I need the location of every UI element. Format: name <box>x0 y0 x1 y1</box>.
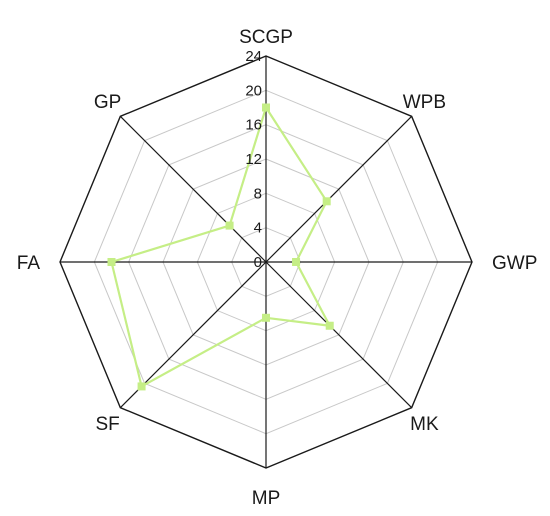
series-line <box>110 106 331 388</box>
axis-label-wpb: WPB <box>403 92 446 113</box>
axis-line-mk <box>265 261 413 409</box>
axis-label-gwp: GWP <box>492 253 537 274</box>
axis-label-fa: FA <box>17 253 41 274</box>
tick-label: 8 <box>254 185 262 202</box>
tick-label: 12 <box>245 151 262 168</box>
axis-line-wpb <box>265 115 413 263</box>
data-point-mp <box>262 313 270 322</box>
axis-line-gp <box>119 115 267 263</box>
tick-label: 20 <box>245 82 262 99</box>
data-point-mk <box>325 321 334 330</box>
data-point-fa <box>107 258 116 266</box>
axis-label-scgp: SCGP <box>239 27 293 48</box>
tick-label: 16 <box>245 117 262 134</box>
data-point-sf <box>137 382 146 391</box>
tick-label: 4 <box>254 220 262 237</box>
tick-label: 24 <box>245 48 262 65</box>
axis-layer <box>60 56 472 468</box>
data-point-scgp <box>262 103 270 112</box>
axis-label-mk: MK <box>410 414 439 435</box>
label-layer: SCGP WPB GWP MK MP SF FA GP <box>17 27 538 509</box>
axis-label-mp: MP <box>252 488 281 509</box>
data-point-gp <box>225 221 234 230</box>
series-layer <box>107 103 334 391</box>
tick-layer: 0 4 8 12 16 20 24 <box>245 48 262 271</box>
axis-label-gp: GP <box>94 92 121 113</box>
data-point-wpb <box>322 197 331 206</box>
tick-label: 0 <box>254 254 262 271</box>
axis-label-sf: SF <box>95 414 119 435</box>
data-point-gwp <box>292 258 301 266</box>
